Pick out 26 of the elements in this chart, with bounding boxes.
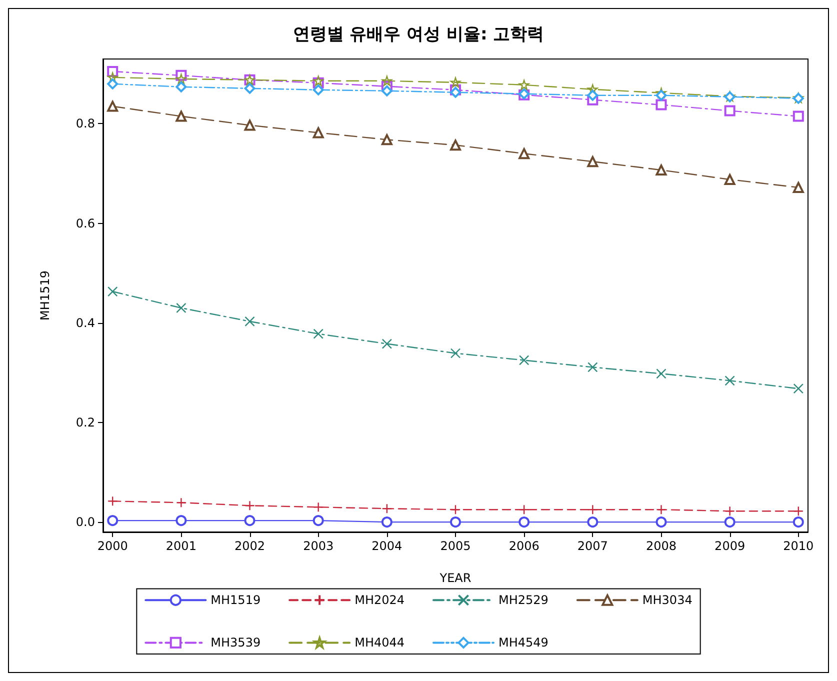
legend-label: MH2529 bbox=[498, 593, 548, 608]
x-tick-label: 2002 bbox=[234, 539, 266, 553]
x-tick-label: 2005 bbox=[440, 539, 471, 553]
legend-label: MH2024 bbox=[354, 593, 405, 608]
chart-title: 연령별 유배우 여성 비율: 고학력 bbox=[292, 24, 544, 44]
y-tick-label: 0.2 bbox=[76, 415, 95, 430]
x-tick-label: 2004 bbox=[372, 539, 402, 553]
x-tick-label: 2007 bbox=[577, 539, 608, 553]
legend-label: MH4549 bbox=[498, 636, 548, 650]
y-tick-label: 0.8 bbox=[76, 116, 95, 131]
x-tick-label: 2000 bbox=[97, 539, 128, 553]
x-tick-label: 2001 bbox=[166, 539, 196, 553]
y-tick-label: 0.0 bbox=[76, 515, 95, 530]
x-tick-label: 2003 bbox=[303, 539, 334, 553]
legend-label: MH4044 bbox=[354, 636, 405, 650]
legend-label: MH1519 bbox=[210, 593, 261, 608]
x-tick-label: 2009 bbox=[714, 539, 746, 553]
y-tick-label: 0.6 bbox=[76, 216, 95, 230]
x-tick-label: 2006 bbox=[508, 539, 540, 553]
y-tick-label: 0.4 bbox=[76, 316, 95, 330]
x-tick-label: 2008 bbox=[646, 539, 677, 553]
legend-label: MH3034 bbox=[642, 593, 692, 608]
legend-label: MH3539 bbox=[210, 636, 261, 650]
y-axis-title: MH1519 bbox=[38, 270, 52, 320]
x-tick-label: 2010 bbox=[783, 539, 814, 553]
x-axis-title: YEAR bbox=[438, 571, 472, 585]
